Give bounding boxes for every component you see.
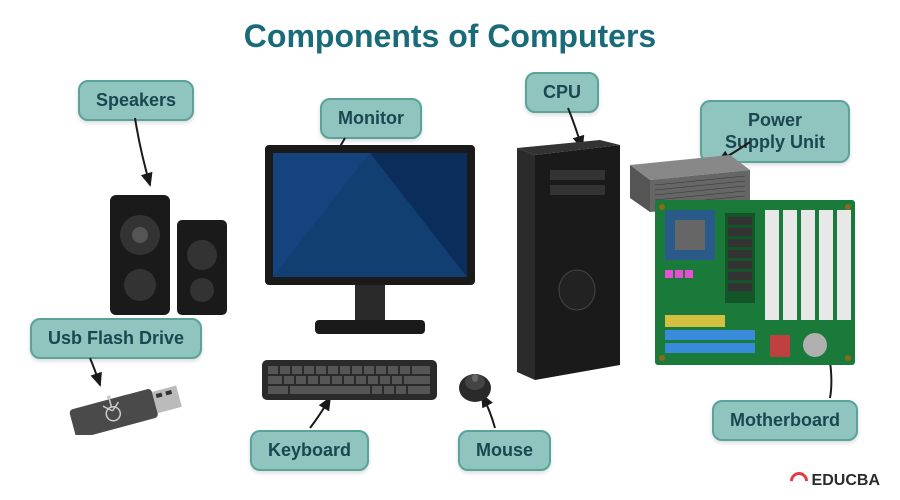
- mouse-icon: [455, 370, 495, 405]
- keyboard-icon: [262, 360, 437, 400]
- label-motherboard: Motherboard: [712, 400, 858, 441]
- logo-swirl-icon: [786, 468, 811, 493]
- educba-logo: EDUCBA: [790, 472, 880, 490]
- logo-text: EDUCBA: [812, 472, 880, 490]
- speakers-icon: [105, 185, 245, 325]
- speakers-arrow: [135, 118, 150, 185]
- label-monitor: Monitor: [320, 98, 422, 139]
- label-mouse: Mouse: [458, 430, 551, 471]
- motherboard-icon: [650, 195, 860, 370]
- label-keyboard: Keyboard: [250, 430, 369, 471]
- label-cpu: CPU: [525, 72, 599, 113]
- usb-icon: [60, 380, 195, 435]
- label-speakers: Speakers: [78, 80, 194, 121]
- monitor-icon: [255, 135, 485, 355]
- page-title: Components of Computers: [0, 18, 900, 55]
- keyboard-arrow: [310, 398, 330, 428]
